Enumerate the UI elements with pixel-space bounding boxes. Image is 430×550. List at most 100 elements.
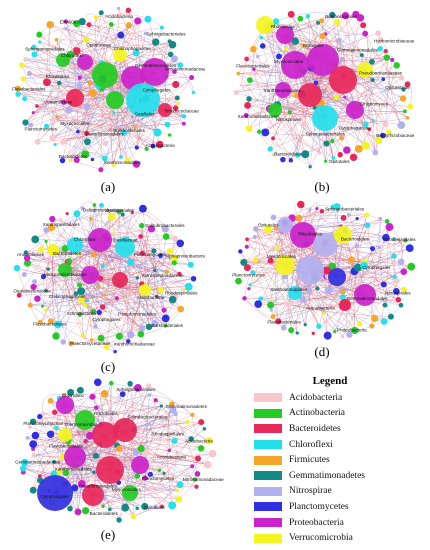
network-node <box>52 332 60 340</box>
network-node <box>29 486 37 494</box>
network-node <box>405 116 410 120</box>
network-node <box>135 506 139 510</box>
network-node <box>65 212 69 216</box>
network-node <box>31 51 38 58</box>
panel-label-e: (e) <box>100 527 116 542</box>
taxon-label: Cytophagales <box>40 494 69 499</box>
network-node <box>131 456 149 474</box>
network-node <box>98 10 104 16</box>
network-node <box>38 40 42 44</box>
network-node <box>354 243 359 248</box>
network-node <box>92 422 118 448</box>
network-node <box>22 96 28 102</box>
network-edge <box>244 224 286 299</box>
network-edge <box>256 107 315 117</box>
network-node <box>181 114 187 119</box>
network-node <box>113 48 127 62</box>
taxon-label: Rhizobiales <box>271 24 295 29</box>
network-node <box>343 95 347 99</box>
network-edge <box>33 41 156 113</box>
network-node <box>73 157 80 164</box>
taxon-label: Pseudomonadales <box>118 311 157 316</box>
network-node <box>125 22 133 29</box>
network-node <box>138 325 146 332</box>
network-edge <box>272 255 394 317</box>
network-node <box>31 447 36 451</box>
network-node <box>243 113 249 118</box>
network-node <box>46 20 54 29</box>
legend-swatch <box>254 486 282 496</box>
network-edge <box>161 405 202 449</box>
network-node <box>275 246 280 251</box>
network-node <box>346 101 364 119</box>
network-node <box>250 270 256 275</box>
network-node <box>182 288 186 292</box>
network-node <box>264 225 273 234</box>
network-node <box>22 119 29 126</box>
network-node <box>171 55 178 63</box>
network-node <box>372 149 379 156</box>
network-edge <box>289 112 408 123</box>
network-edge <box>142 208 191 265</box>
network-edge <box>246 239 279 322</box>
network-node <box>40 304 45 308</box>
taxon-label: Bradyrhizobiaceae <box>376 133 414 138</box>
network-node <box>356 321 363 327</box>
network-node <box>307 44 339 76</box>
network-node <box>381 77 386 82</box>
network-node <box>235 277 242 285</box>
network-node <box>351 326 359 335</box>
legend-label: Proteobacteria <box>289 517 344 528</box>
network-node <box>298 83 322 107</box>
network-node <box>58 428 72 442</box>
network-node <box>159 404 164 408</box>
network-node <box>194 471 201 477</box>
network-node <box>135 276 139 280</box>
network-node <box>290 222 316 248</box>
network-edge <box>82 208 143 329</box>
network-edge <box>82 271 167 336</box>
network-node <box>308 207 312 211</box>
network-node <box>371 314 379 322</box>
network-node <box>77 54 93 70</box>
network-node <box>116 517 122 523</box>
network-node <box>59 157 66 164</box>
network-node <box>82 302 88 308</box>
taxon-label: Flavobacteriales <box>12 86 46 91</box>
network-node <box>370 77 375 83</box>
network-node <box>238 249 243 254</box>
network-node <box>141 58 169 86</box>
taxon-label: Flavobacteriales <box>236 64 270 69</box>
network-node <box>272 18 280 25</box>
network-node <box>253 226 259 232</box>
network-node <box>67 237 83 253</box>
network-node <box>270 214 277 221</box>
taxon-label: Solirubrobacterales <box>127 415 167 420</box>
network-node <box>64 446 86 468</box>
network-edge <box>288 303 391 317</box>
network-node <box>84 131 90 137</box>
network-node <box>132 160 141 168</box>
network-node <box>259 35 264 40</box>
network-edge <box>150 466 193 476</box>
taxon-label: Bacteroidetes <box>341 237 370 242</box>
network-node <box>161 307 167 313</box>
network-node <box>378 36 383 42</box>
network-node <box>75 410 95 430</box>
network-node <box>113 418 137 442</box>
network-node <box>271 152 276 157</box>
taxon-label: Anaerolineae <box>17 252 45 257</box>
network-node <box>86 298 90 303</box>
network-edge <box>30 273 180 306</box>
network-node <box>91 251 97 258</box>
network-edge <box>64 382 112 436</box>
network-graph-b: Burkholderiales Gemmatimonadales Hyphomicr… <box>233 10 415 169</box>
network-node <box>387 313 394 320</box>
network-node <box>398 75 405 81</box>
network-node <box>301 43 306 49</box>
network-node <box>47 223 56 232</box>
network-edge <box>358 240 406 280</box>
network-node <box>158 103 172 117</box>
network-edge <box>52 249 129 342</box>
legend-swatch <box>254 533 282 543</box>
